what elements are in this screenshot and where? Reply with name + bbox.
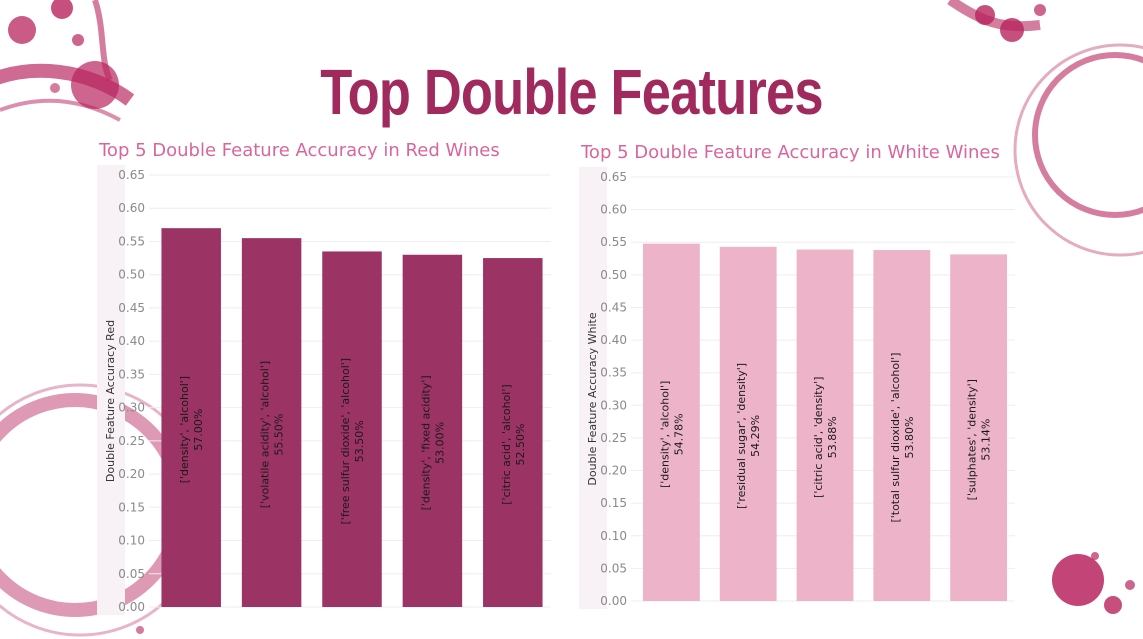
bar-label-group: ['density', 'alcohol'] 54.78% bbox=[658, 381, 685, 488]
bar bbox=[483, 258, 543, 607]
y-tick-label: 0.45 bbox=[118, 301, 145, 315]
bar-category-label: ['residual sugar', 'density'] bbox=[735, 363, 748, 509]
bar-category-label: ['citric acid', 'density'] bbox=[812, 377, 825, 498]
bar-value-label: 53.00% bbox=[433, 422, 446, 464]
bar bbox=[402, 254, 463, 607]
bar-label-group: ['free sulfur dioxide', 'alcohol'] 53.50% bbox=[339, 358, 366, 525]
bar-value-label: 52.50% bbox=[514, 424, 527, 466]
y-tick-label: 0.30 bbox=[118, 401, 145, 415]
bar bbox=[950, 254, 1008, 601]
bar bbox=[873, 250, 931, 601]
y-tick-label: 0.65 bbox=[118, 168, 145, 182]
y-tick-label: 0.25 bbox=[600, 431, 627, 445]
y-tick-label: 0.30 bbox=[600, 398, 627, 412]
y-tick-label: 0.50 bbox=[118, 268, 145, 282]
bar-category-label: ['density', 'alcohol'] bbox=[658, 381, 671, 488]
bar-category-label: ['density', 'alcohol'] bbox=[178, 376, 191, 483]
bar bbox=[161, 228, 221, 607]
bar-value-label: 57.00% bbox=[192, 409, 205, 451]
bar-value-label: 54.78% bbox=[672, 413, 685, 455]
y-tick-label: 0.10 bbox=[118, 534, 145, 548]
bar-label-group: ['citric acid', 'alcohol'] 52.50% bbox=[500, 384, 527, 504]
y-tick-label: 0.00 bbox=[600, 594, 627, 608]
bar-value-label: 54.29% bbox=[749, 415, 762, 457]
y-axis-band bbox=[579, 167, 607, 609]
bar bbox=[796, 249, 854, 601]
bar-category-label: ['free sulfur dioxide', 'alcohol'] bbox=[339, 358, 352, 525]
y-tick-label: 0.55 bbox=[118, 234, 145, 248]
y-tick-label: 0.50 bbox=[600, 268, 627, 282]
bar-category-label: ['total sulfur dioxide', 'alcohol'] bbox=[889, 353, 902, 523]
y-tick-label: 0.25 bbox=[118, 434, 145, 448]
bar bbox=[719, 246, 777, 601]
y-tick-label: 0.05 bbox=[600, 561, 627, 575]
y-axis-band bbox=[97, 165, 125, 615]
bar bbox=[642, 243, 700, 602]
bar-value-label: 53.50% bbox=[353, 420, 366, 462]
bar-value-label: 53.88% bbox=[826, 416, 839, 458]
bar-category-label: ['sulphates', 'density'] bbox=[966, 379, 979, 500]
y-tick-label: 0.10 bbox=[600, 529, 627, 543]
y-tick-label: 0.35 bbox=[118, 367, 145, 381]
y-tick-label: 0.45 bbox=[600, 300, 627, 314]
y-axis-label: Double Feature Accuracy White bbox=[586, 312, 599, 485]
y-tick-label: 0.60 bbox=[600, 203, 627, 217]
bar-value-label: 55.50% bbox=[273, 414, 286, 456]
red-chart-title: Top 5 Double Feature Accuracy in Red Win… bbox=[99, 140, 500, 161]
y-tick-label: 0.20 bbox=[600, 464, 627, 478]
y-tick-label: 0.55 bbox=[600, 235, 627, 249]
bar-value-label: 53.80% bbox=[903, 417, 916, 459]
bar-category-label: ['volatile acidity', 'alcohol'] bbox=[259, 361, 272, 508]
page-title: Top Double Features bbox=[320, 56, 823, 128]
bar-label-group: ['volatile acidity', 'alcohol'] 55.50% bbox=[259, 361, 286, 508]
bar-category-label: ['citric acid', 'alcohol'] bbox=[500, 384, 513, 504]
white-wine-bar-chart: 0.00 0.05 0.10 0.15 0.20 0.25 0.30 0.35 0.40 0.45… bbox=[579, 167, 1015, 609]
bar bbox=[241, 238, 302, 607]
bar bbox=[322, 251, 382, 607]
bar-label-group: ['sulphates', 'density'] 53.14% bbox=[966, 379, 993, 500]
bar-label-group: ['density', 'fixed acidity'] 53.00% bbox=[419, 375, 446, 510]
y-tick-label: 0.40 bbox=[600, 333, 627, 347]
y-tick-label: 0.65 bbox=[600, 170, 627, 184]
y-tick-label: 0.20 bbox=[118, 467, 145, 481]
y-tick-label: 0.00 bbox=[118, 600, 145, 614]
y-axis-label: Double Feature Accuracy Red bbox=[104, 320, 117, 482]
y-tick-label: 0.15 bbox=[600, 496, 627, 510]
bar-label-group: ['total sulfur dioxide', 'alcohol'] 53.80… bbox=[889, 353, 916, 523]
white-chart-title: Top 5 Double Feature Accuracy in White W… bbox=[581, 142, 1000, 163]
y-tick-label: 0.40 bbox=[118, 334, 145, 348]
red-wine-bar-chart: 0.00 0.05 0.10 0.15 0.20 0.25 0.30 0.35 0.40 0.45… bbox=[97, 165, 551, 615]
bar-category-label: ['density', 'fixed acidity'] bbox=[419, 375, 432, 510]
bar-label-group: ['citric acid', 'density'] 53.88% bbox=[812, 377, 839, 498]
bar-value-label: 53.14% bbox=[980, 419, 993, 461]
y-tick-label: 0.35 bbox=[600, 366, 627, 380]
y-tick-label: 0.05 bbox=[118, 567, 145, 581]
bar-label-group: ['density', 'alcohol'] 57.00% bbox=[178, 376, 205, 483]
bar-label-group: ['residual sugar', 'density'] 54.29% bbox=[735, 363, 762, 509]
y-tick-label: 0.15 bbox=[118, 500, 145, 514]
y-tick-label: 0.60 bbox=[118, 201, 145, 215]
